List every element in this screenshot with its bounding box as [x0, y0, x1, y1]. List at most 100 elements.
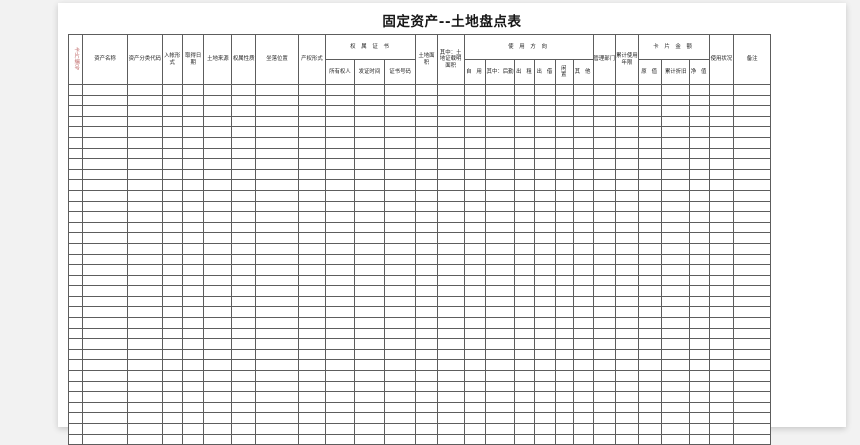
table-cell[interactable]: [161, 253, 183, 266]
table-cell[interactable]: [534, 412, 556, 424]
table-cell[interactable]: [708, 285, 735, 297]
table-cell[interactable]: [573, 327, 594, 340]
table-cell[interactable]: [324, 126, 355, 138]
table-cell[interactable]: [615, 179, 639, 191]
table-cell[interactable]: [708, 401, 735, 414]
table-cell[interactable]: [485, 274, 516, 287]
table-cell[interactable]: [573, 423, 594, 435]
table-cell[interactable]: [81, 94, 129, 107]
table-cell[interactable]: [637, 295, 663, 308]
table-cell[interactable]: [708, 232, 735, 244]
table-cell[interactable]: [661, 115, 691, 128]
table-cell[interactable]: [181, 285, 205, 297]
table-cell[interactable]: [485, 232, 516, 244]
table-cell[interactable]: [353, 274, 385, 287]
table-cell[interactable]: [203, 105, 233, 117]
table-cell[interactable]: [68, 391, 83, 403]
table-cell[interactable]: [415, 147, 438, 160]
table-cell[interactable]: [298, 126, 326, 138]
table-cell[interactable]: [231, 285, 256, 297]
table-cell[interactable]: [637, 348, 663, 361]
table-cell[interactable]: [324, 338, 355, 350]
table-cell[interactable]: [485, 264, 516, 276]
table-cell[interactable]: [436, 327, 465, 340]
table-cell[interactable]: [661, 84, 691, 96]
table-cell[interactable]: [298, 211, 326, 223]
table-cell[interactable]: [436, 168, 465, 181]
table-cell[interactable]: [255, 412, 299, 424]
table-cell[interactable]: [554, 126, 575, 138]
table-cell[interactable]: [81, 423, 129, 435]
table-cell[interactable]: [615, 242, 639, 255]
table-cell[interactable]: [637, 189, 663, 202]
table-cell[interactable]: [181, 274, 205, 287]
table-cell[interactable]: [661, 412, 691, 424]
table-cell[interactable]: [68, 147, 83, 160]
table-cell[interactable]: [661, 391, 691, 403]
table-cell[interactable]: [127, 158, 163, 170]
table-cell[interactable]: [592, 242, 617, 255]
table-cell[interactable]: [661, 147, 691, 160]
table-cell[interactable]: [383, 232, 417, 244]
table-cell[interactable]: [127, 147, 163, 160]
table-cell[interactable]: [127, 327, 163, 340]
table-cell[interactable]: [68, 359, 83, 372]
table-cell[interactable]: [592, 412, 617, 424]
table-cell[interactable]: [689, 126, 710, 138]
table-cell[interactable]: [485, 189, 516, 202]
table-cell[interactable]: [383, 221, 417, 234]
table-cell[interactable]: [203, 401, 233, 414]
table-cell[interactable]: [353, 253, 385, 266]
table-cell[interactable]: [463, 285, 487, 297]
table-cell[interactable]: [127, 105, 163, 117]
table-cell[interactable]: [181, 84, 205, 96]
table-cell[interactable]: [689, 200, 710, 213]
table-cell[interactable]: [615, 126, 639, 138]
table-cell[interactable]: [592, 433, 617, 445]
table-cell[interactable]: [733, 401, 771, 414]
table-cell[interactable]: [573, 200, 594, 213]
table-cell[interactable]: [324, 359, 355, 372]
table-cell[interactable]: [181, 253, 205, 266]
table-row[interactable]: [68, 327, 771, 340]
table-cell[interactable]: [708, 380, 735, 393]
table-cell[interactable]: [514, 105, 536, 117]
table-cell[interactable]: [383, 179, 417, 191]
table-cell[interactable]: [534, 423, 556, 435]
table-cell[interactable]: [353, 380, 385, 393]
table-cell[interactable]: [637, 285, 663, 297]
table-cell[interactable]: [81, 115, 129, 128]
table-cell[interactable]: [436, 126, 465, 138]
table-cell[interactable]: [298, 338, 326, 350]
table-cell[interactable]: [181, 306, 205, 319]
table-cell[interactable]: [708, 327, 735, 340]
table-cell[interactable]: [708, 84, 735, 96]
table-cell[interactable]: [298, 115, 326, 128]
table-cell[interactable]: [733, 211, 771, 223]
table-cell[interactable]: [573, 179, 594, 191]
table-cell[interactable]: [689, 338, 710, 350]
table-cell[interactable]: [554, 370, 575, 382]
table-cell[interactable]: [383, 84, 417, 96]
table-cell[interactable]: [637, 253, 663, 266]
table-cell[interactable]: [689, 433, 710, 445]
table-cell[interactable]: [554, 94, 575, 107]
table-cell[interactable]: [231, 306, 256, 319]
table-cell[interactable]: [68, 327, 83, 340]
table-cell[interactable]: [383, 158, 417, 170]
table-cell[interactable]: [383, 242, 417, 255]
table-cell[interactable]: [68, 232, 83, 244]
table-cell[interactable]: [81, 200, 129, 213]
table-cell[interactable]: [463, 348, 487, 361]
table-cell[interactable]: [255, 84, 299, 96]
table-cell[interactable]: [615, 412, 639, 424]
table-cell[interactable]: [181, 168, 205, 181]
table-cell[interactable]: [127, 433, 163, 445]
table-cell[interactable]: [231, 179, 256, 191]
table-cell[interactable]: [68, 84, 83, 96]
table-cell[interactable]: [733, 126, 771, 138]
table-cell[interactable]: [127, 189, 163, 202]
table-cell[interactable]: [255, 274, 299, 287]
table-cell[interactable]: [514, 211, 536, 223]
table-cell[interactable]: [81, 380, 129, 393]
